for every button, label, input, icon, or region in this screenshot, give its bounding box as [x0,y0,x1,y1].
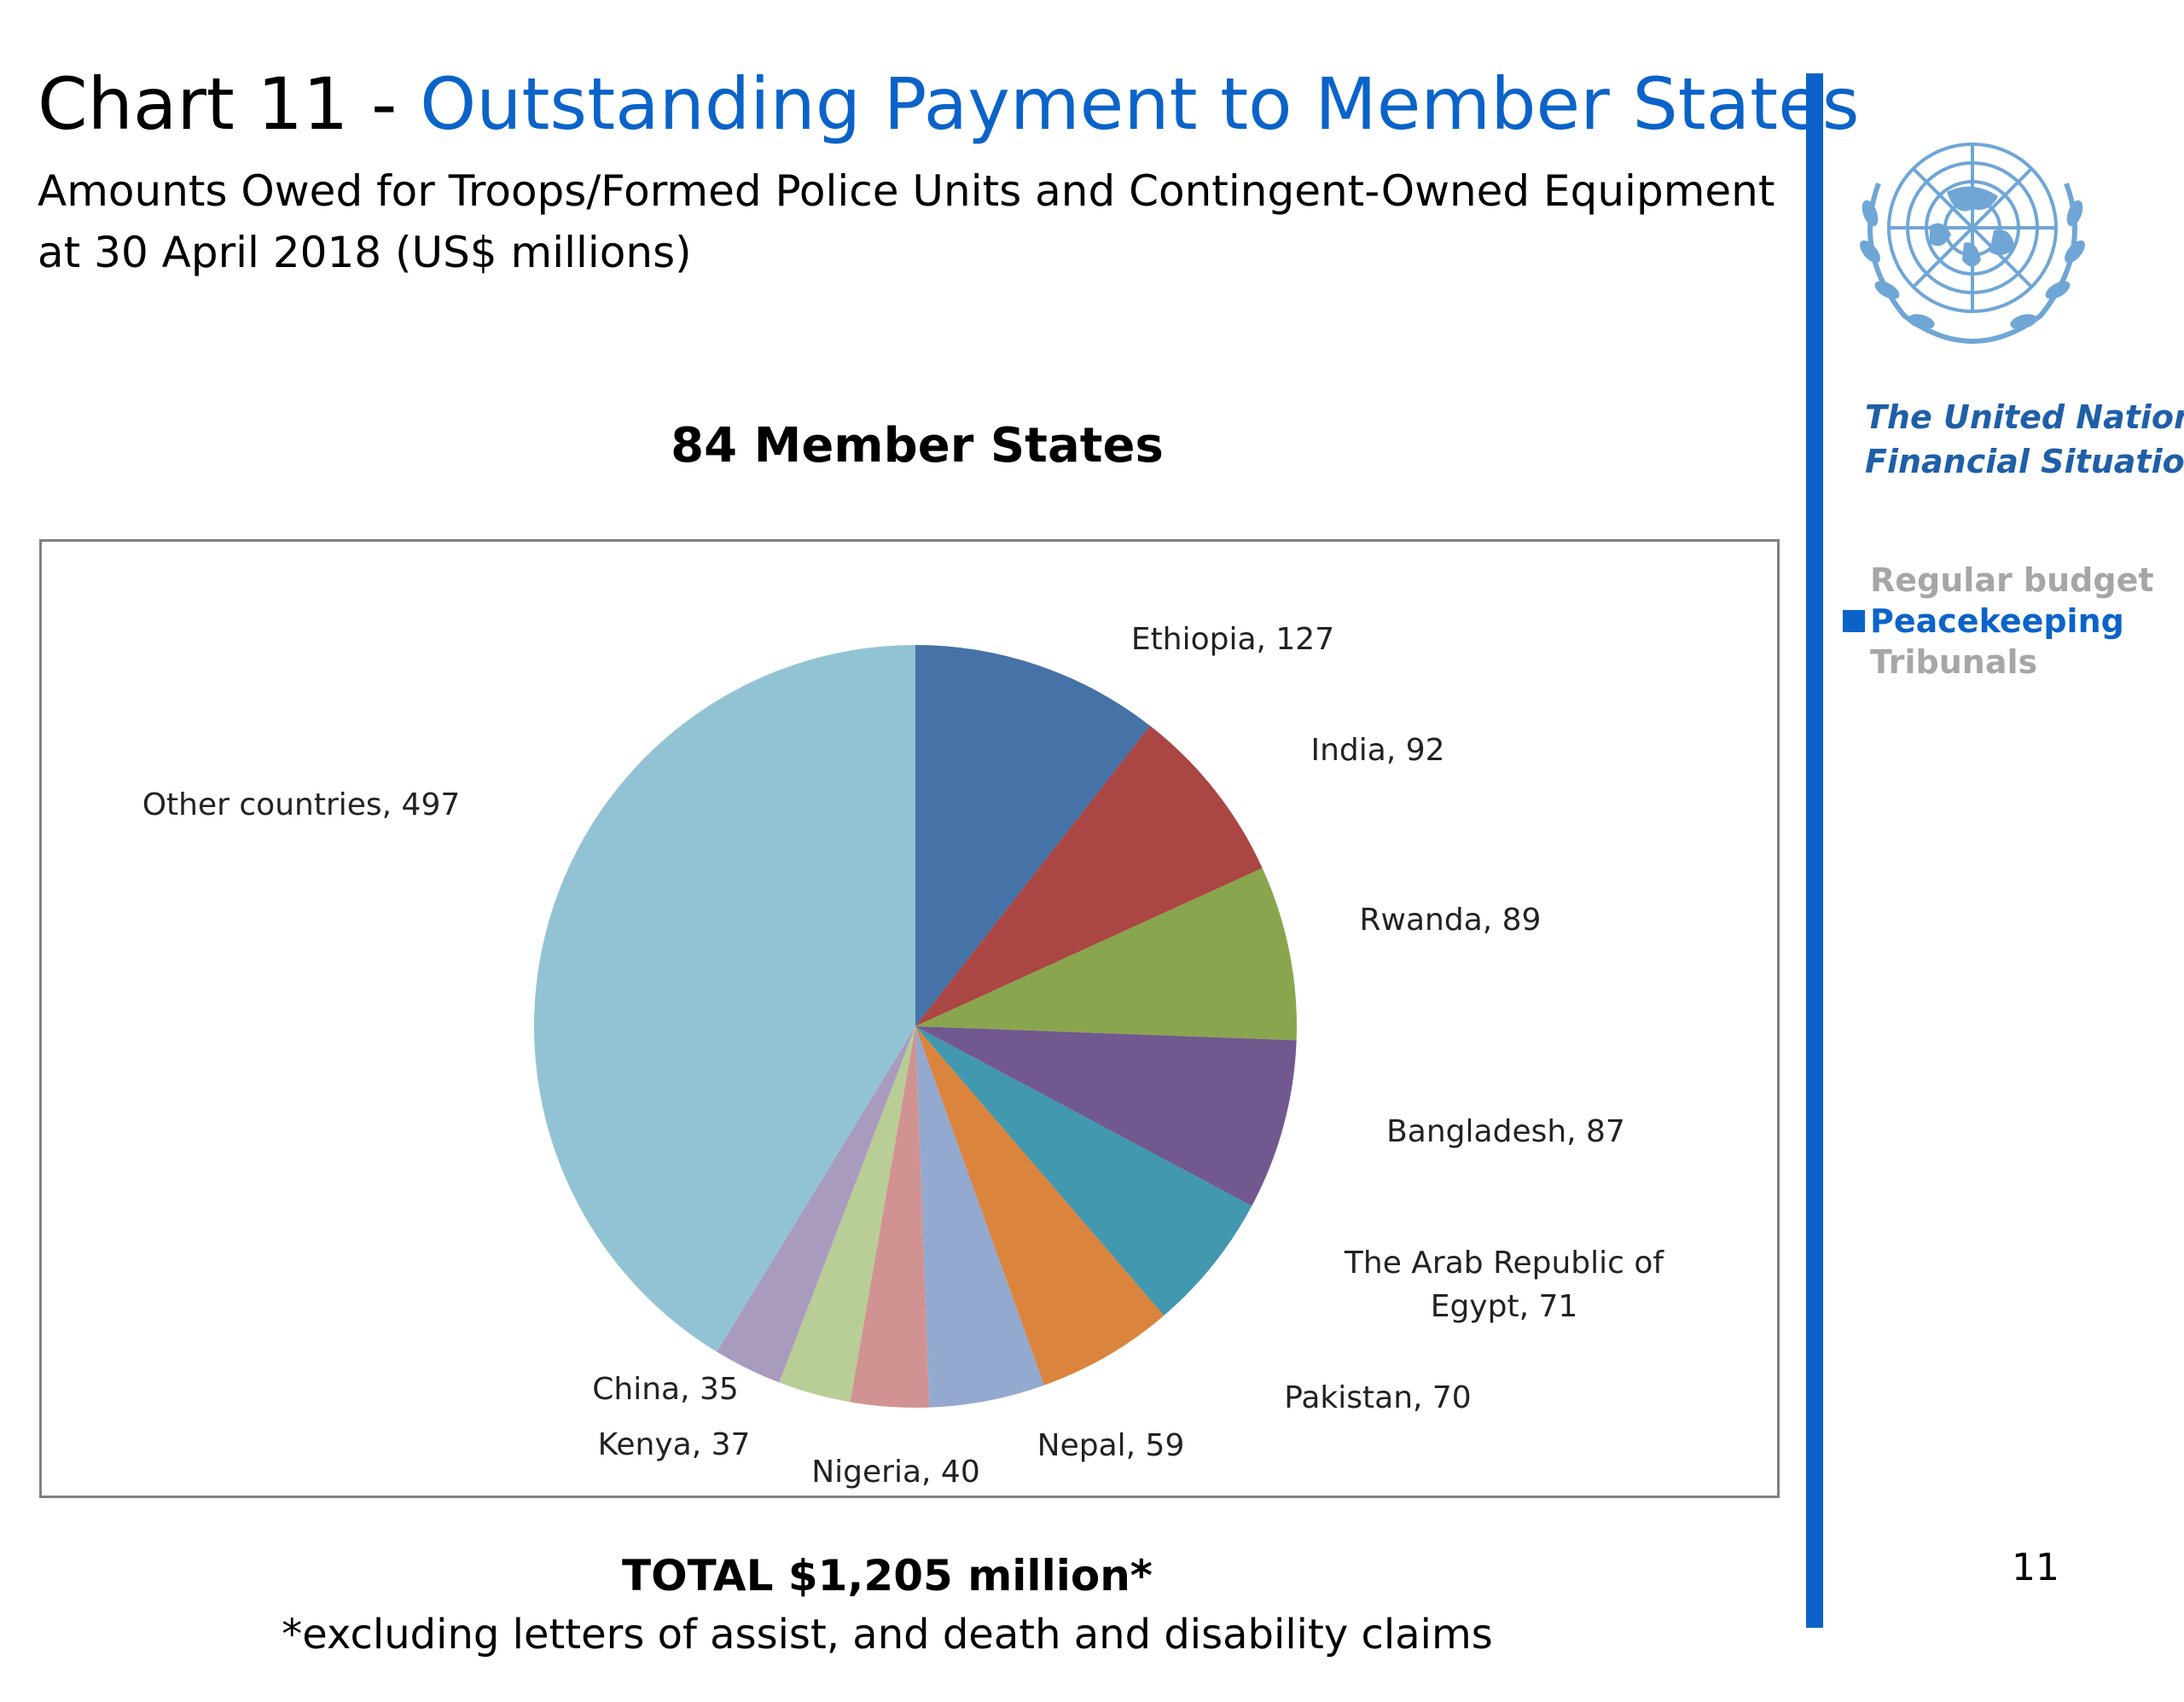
chart-heading: 84 Member States [671,418,1164,473]
pie-slice-pakistan [915,1026,1165,1385]
pie-slice-other-countries [533,645,915,1352]
nav-marker [1843,569,1865,591]
chart-frame [39,539,1780,1498]
nav-marker [1843,651,1865,673]
nav-item-peacekeeping[interactable]: Peacekeeping [1843,601,2154,642]
page-number: 11 [2012,1546,2059,1589]
sidebar-accent-bar [1806,73,1823,1628]
pie-slices [533,645,1297,1408]
section-nav: Regular budget Peacekeeping Tribunals [1843,560,2154,683]
pie-label-china: China, 35 [592,1372,739,1407]
pie-label-india: India, 92 [1310,733,1444,768]
nav-item-label: Regular budget [1870,561,2154,599]
total-amount: TOTAL $1,205 million* [622,1551,1153,1600]
title-prefix: Chart 11 - [38,62,421,146]
active-marker-icon [1843,610,1865,632]
pie-slice-rwanda [915,868,1297,1041]
pie-slice-ethiopia [915,645,1151,1026]
pie-label-nigeria: Nigeria, 40 [811,1455,980,1490]
nav-item-tribunals[interactable]: Tribunals [1843,642,2154,683]
pie-label-bangladesh: Bangladesh, 87 [1386,1114,1625,1149]
pie-label-pakistan: Pakistan, 70 [1284,1380,1471,1415]
nav-item-regular-budget[interactable]: Regular budget [1843,560,2154,601]
pie-label-ethiopia: Ethiopia, 127 [1131,622,1334,657]
pie-label-nepal: Nepal, 59 [1037,1428,1185,1463]
nav-item-label: Tribunals [1870,643,2038,681]
pie-slice-india [915,725,1263,1026]
pie-label-rwanda: Rwanda, 89 [1360,903,1542,938]
footnote: *excluding letters of assist, and death … [282,1611,1493,1658]
nav-item-label: Peacekeeping [1870,602,2124,640]
pie-labels: Ethiopia, 127 India, 92 Rwanda, 89 Banglade… [142,622,1665,1490]
pie-slice-china [717,1026,915,1383]
org-name-line1: The United Nations [1865,398,2184,436]
organization-name: The United Nations Financial Situation [1865,395,2184,484]
pie-slice-kenya [779,1026,915,1403]
pie-label-the-arab-republic-of-egypt: The Arab Republic of Egypt, 71 [1344,1246,1665,1324]
pie-slice-the-arab-republic-of-egypt [915,1026,1252,1316]
page-title: Chart 11 - Outstanding Payment to Member… [38,61,1860,148]
pie-label-other-countries: Other countries, 497 [142,787,461,822]
pie-slice-nepal [915,1026,1044,1408]
un-emblem-icon [1860,142,2085,344]
pie-label-kenya: Kenya, 37 [598,1427,751,1462]
pie-slice-nigeria [850,1026,930,1408]
pie-slice-bangladesh [915,1026,1297,1206]
title-main: Outstanding Payment to Member States [420,62,1860,146]
org-name-line2: Financial Situation [1865,443,2184,480]
page-subtitle: Amounts Owed for Troops/Formed Police Un… [38,166,1775,277]
